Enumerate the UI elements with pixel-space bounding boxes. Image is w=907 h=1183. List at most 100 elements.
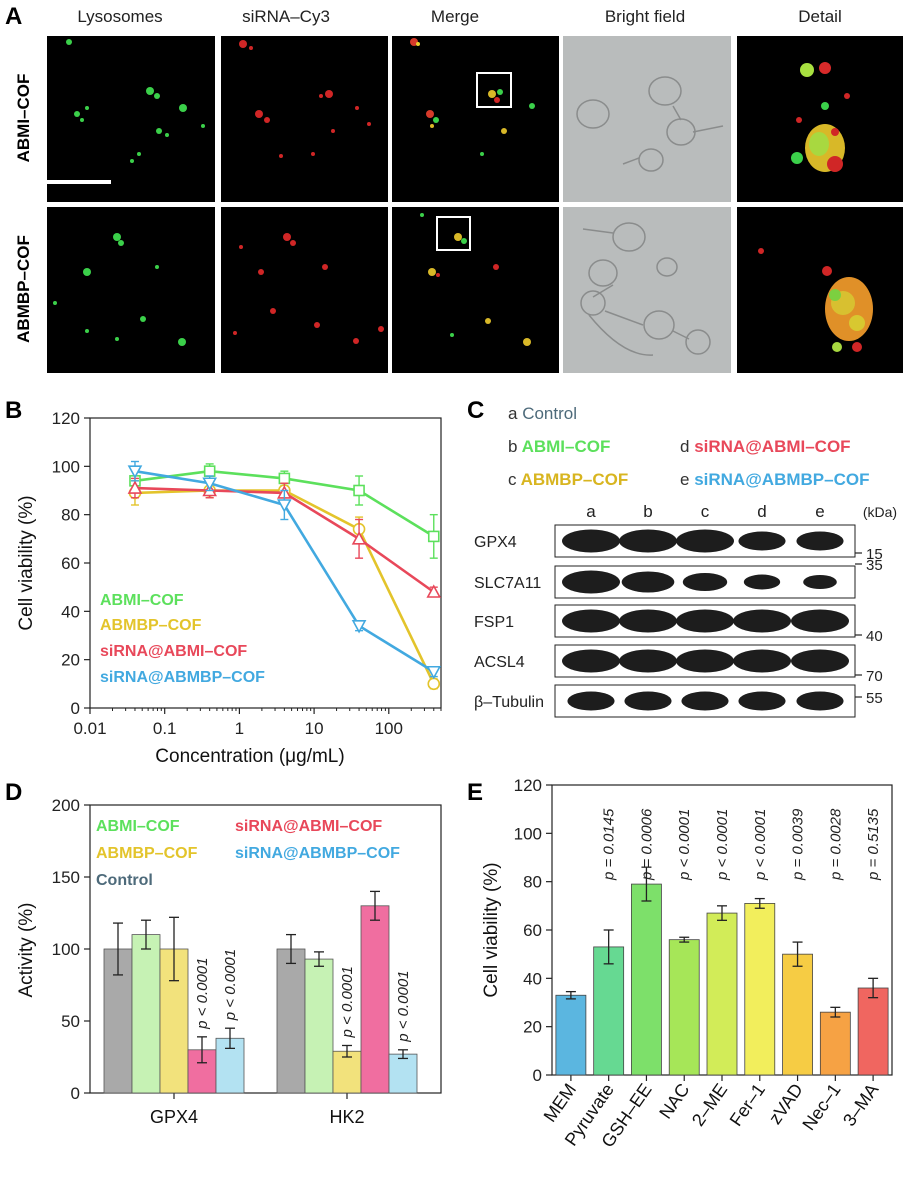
data-point	[202, 477, 218, 491]
blot-band	[676, 649, 734, 673]
p-value-label: p < 0.0001	[676, 809, 693, 881]
blot-band	[624, 691, 672, 711]
y-tick-label: 40	[523, 969, 542, 988]
column-header-bright-field: Bright field	[604, 7, 686, 26]
row-label-abmbp-cof: ABMBP–COF	[14, 235, 33, 343]
fluorescence-red-spots	[233, 233, 384, 344]
chart-e-ylabel: Cell viability (%)	[481, 862, 502, 997]
p-value-label: p < 0.0001	[752, 809, 769, 881]
blot-band	[796, 691, 844, 711]
scale-bar	[47, 180, 111, 184]
blot-band	[733, 649, 791, 673]
legend-key: c	[508, 470, 517, 489]
y-tick-label: 120	[52, 409, 80, 428]
panel-e-letter: E	[467, 779, 484, 806]
y-tick-label: 200	[52, 796, 80, 815]
column-header-lysosomes: Lysosomes	[77, 7, 163, 26]
data-point	[127, 465, 143, 479]
p-value-label: p = 0.0039	[790, 808, 807, 881]
image-lysosomes-abmi	[47, 36, 215, 202]
bar	[782, 953, 813, 1076]
chart-b-legend-abmbp: ABMBP–COF	[100, 617, 202, 634]
kda-unit: (kDa)	[863, 504, 897, 520]
p-value-label: p = 0.5135	[865, 808, 882, 881]
x-category-label: GPX4	[150, 1107, 198, 1127]
x-category-label: 2–ME	[688, 1080, 731, 1130]
y-tick-label: 150	[52, 868, 80, 887]
data-point	[353, 484, 365, 497]
blot-band	[562, 609, 620, 633]
bar	[276, 948, 306, 1094]
image-detail-abmbp	[737, 207, 903, 373]
y-tick-label: 100	[52, 457, 80, 476]
data-point	[203, 465, 216, 477]
image-detail-abmi	[737, 36, 903, 202]
lane-label: b	[643, 502, 652, 521]
bar	[360, 905, 390, 1094]
y-tick-label: 50	[61, 1012, 80, 1031]
p-value-label: p < 0.0001	[339, 966, 356, 1038]
panel-a-letter: A	[5, 3, 23, 30]
blot-band	[681, 691, 729, 711]
bar	[131, 934, 161, 1094]
legend-name: ABMBP–COF	[520, 470, 629, 489]
blot-band	[733, 609, 791, 633]
fluorescence-merge-spots	[410, 38, 535, 156]
blot-label: β–Tubulin	[474, 694, 544, 711]
kda-label: 40	[866, 628, 883, 645]
blot-label: FSP1	[474, 614, 514, 631]
chart-d-legend-sirna-abmbp: siRNA@ABMBP–COF	[235, 845, 400, 862]
legend-c-c: c ABMBP–COF	[508, 470, 628, 490]
bar	[388, 1053, 418, 1094]
bar	[819, 1011, 851, 1076]
x-tick-label: 10	[305, 719, 324, 738]
y-tick-label: 20	[523, 1018, 542, 1037]
blot-label: GPX4	[474, 534, 517, 551]
lane-label: d	[757, 502, 766, 521]
data-point	[426, 665, 442, 680]
x-tick-label: 0.1	[153, 719, 177, 738]
blot-band	[619, 609, 677, 633]
bar	[631, 883, 662, 1076]
panel-c-letter: C	[467, 397, 485, 424]
bar	[706, 912, 738, 1076]
p-value-label: p = 0.0145	[601, 808, 618, 881]
p-value-label: p < 0.0001	[222, 949, 239, 1021]
blot-band	[619, 529, 677, 553]
bar	[744, 903, 776, 1076]
y-tick-label: 120	[514, 776, 542, 795]
image-sirna-abmbp	[221, 207, 388, 373]
blot-band	[562, 529, 620, 553]
data-point	[427, 530, 440, 543]
blot-band	[621, 571, 675, 593]
chart-b-legend-sirna-abmbp: siRNA@ABMBP–COF	[100, 669, 265, 686]
panel-b-letter: B	[5, 397, 23, 424]
blot-band	[676, 529, 734, 553]
x-category-label: HK2	[329, 1107, 364, 1127]
x-category-label: Nec–1	[798, 1080, 844, 1134]
kda-label: 35	[866, 557, 883, 574]
fluorescence-merge-spots	[420, 213, 531, 346]
image-bright-field-abmbp	[563, 207, 731, 373]
column-header-sirna-cy3: siRNA–Cy3	[242, 7, 330, 26]
chart-d-legend-abmi: ABMI–COF	[96, 818, 180, 835]
y-tick-label: 0	[71, 699, 80, 718]
legend-name: Control	[522, 404, 578, 423]
x-tick-label: 1	[235, 719, 244, 738]
x-category-label: NAC	[655, 1080, 693, 1123]
row-label-abmi-cof: ABMI–COF	[14, 73, 33, 163]
y-tick-label: 0	[71, 1084, 80, 1103]
legend-name: ABMI–COF	[521, 437, 611, 456]
detail-spots	[758, 248, 873, 352]
chart-d-ylabel: Activity (%)	[16, 903, 37, 998]
p-value-label: p < 0.0001	[395, 970, 412, 1042]
y-tick-label: 0	[533, 1066, 542, 1085]
blot-band	[791, 609, 849, 633]
legend-name: siRNA@ABMI–COF	[694, 437, 851, 456]
fluorescence-green-spots	[66, 39, 205, 163]
legend-key: d	[680, 437, 690, 456]
p-value-label: p < 0.0001	[194, 958, 211, 1030]
chart-d-legend-control: Control	[96, 872, 153, 889]
data-point	[426, 584, 442, 598]
